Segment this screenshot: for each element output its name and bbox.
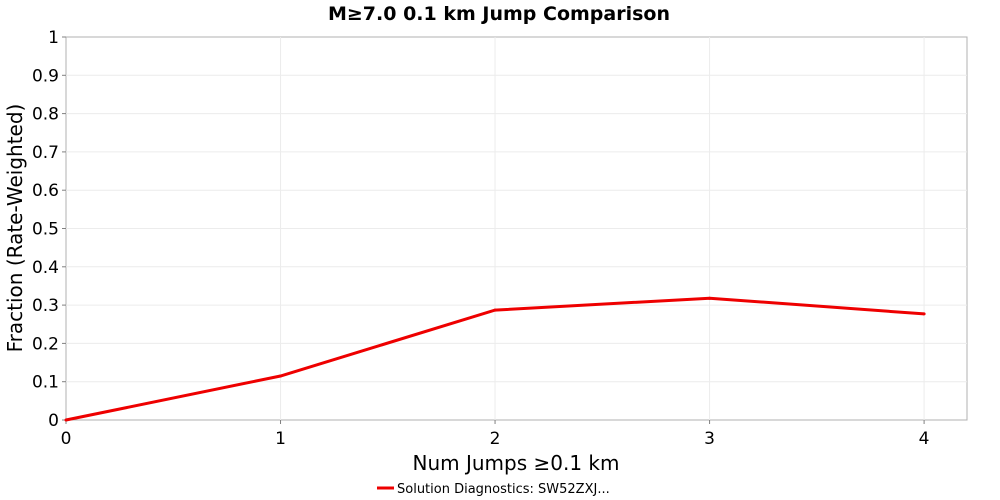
y-tick-label: 0.6 xyxy=(32,181,59,201)
x-tick-label: 4 xyxy=(919,429,930,449)
y-tick-label: 0 xyxy=(48,411,59,431)
data-point xyxy=(279,374,283,378)
data-point xyxy=(64,418,68,422)
y-tick-label: 1 xyxy=(48,28,59,48)
series-layer xyxy=(64,296,926,422)
data-point xyxy=(922,312,926,316)
legend-entry-label: Solution Diagnostics: SW52ZXJ... xyxy=(397,482,610,497)
x-axis-label: Num Jumps ≥0.1 km xyxy=(413,451,620,475)
x-tick-label: 0 xyxy=(61,429,72,449)
legend: Solution Diagnostics: SW52ZXJ... xyxy=(377,482,610,497)
x-axis-ticks: 0 1 2 3 4 xyxy=(61,420,930,449)
chart-title: M≥7.0 0.1 km Jump Comparison xyxy=(328,3,670,25)
y-tick-label: 0.7 xyxy=(32,143,59,163)
y-axis-ticks: 0 0.1 0.2 0.3 0.4 0.5 0.6 0.7 0.8 0.9 1 xyxy=(32,28,66,431)
x-tick-label: 2 xyxy=(490,429,501,449)
x-tick-label: 3 xyxy=(704,429,715,449)
grid xyxy=(66,37,967,420)
y-tick-label: 0.3 xyxy=(32,296,59,316)
y-tick-label: 0.4 xyxy=(32,258,59,278)
y-tick-label: 0.2 xyxy=(32,334,59,354)
y-tick-label: 0.5 xyxy=(32,220,59,240)
y-tick-label: 0.8 xyxy=(32,105,59,125)
y-tick-label: 0.1 xyxy=(32,373,59,393)
data-point xyxy=(493,308,497,312)
x-tick-label: 1 xyxy=(275,429,286,449)
y-axis-label: Fraction (Rate-Weighted) xyxy=(3,104,27,353)
data-point xyxy=(708,296,712,300)
y-tick-label: 0.9 xyxy=(32,66,59,86)
